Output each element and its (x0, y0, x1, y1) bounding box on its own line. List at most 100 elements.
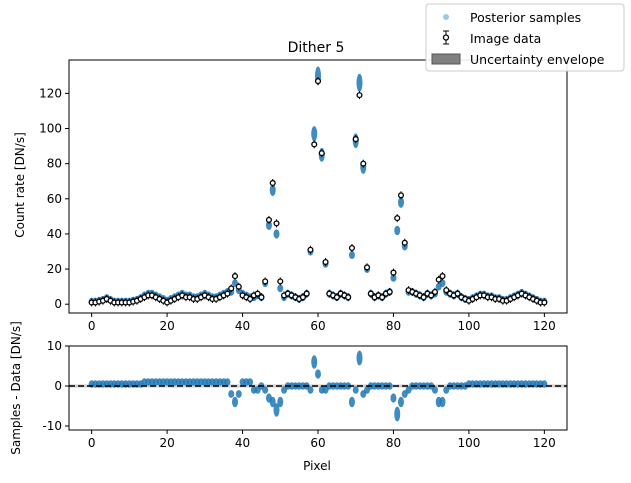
bottom-xtick-label: 0 (88, 436, 96, 450)
residual-sample-point (315, 369, 321, 379)
image-data-point (167, 296, 174, 305)
top-ylabel: Count rate [DN/s] (13, 132, 27, 238)
residual-sample-point (232, 396, 238, 408)
legend-posterior-label: Posterior samples (470, 10, 581, 25)
legend-image-data-label: Image data (470, 31, 541, 46)
residual-sample-point (348, 396, 355, 408)
legend-envelope-patch (431, 53, 461, 65)
image-data-point (258, 293, 265, 302)
image-data-point (454, 289, 461, 298)
top-ytick-label: 60 (47, 192, 62, 206)
bottom-ylabel: Samples - Data [DN/s] (9, 321, 23, 455)
posterior-sample-point (398, 196, 404, 208)
image-data-point (397, 191, 405, 200)
image-data-point (254, 289, 261, 298)
residual-sample-point (431, 386, 438, 394)
image-data-point (262, 277, 269, 286)
top-title: Dither 5 (288, 40, 345, 56)
image-data-point (360, 159, 367, 168)
bottom-xlabel: Pixel (303, 459, 331, 473)
bottom-xtick-label: 100 (457, 436, 480, 450)
image-data-point (348, 243, 356, 252)
image-data-point (265, 215, 273, 224)
image-data-point (235, 282, 242, 291)
top-xtick-label: 40 (235, 319, 250, 333)
image-data-point (352, 135, 359, 144)
image-data-point (224, 289, 231, 298)
top-xtick-label: 80 (386, 319, 401, 333)
posterior-sample-point (390, 273, 397, 282)
image-data-point (311, 140, 318, 149)
bottom-ytick-label: 0 (54, 379, 62, 393)
top-ytick-label: 20 (47, 262, 62, 276)
top-axes-frame (68, 59, 568, 314)
bottom-ytick-label: 10 (47, 339, 62, 353)
image-data-point (322, 258, 329, 267)
image-data-point (345, 293, 352, 302)
residual-sample-point (247, 378, 254, 386)
residual-sample-point (390, 393, 397, 403)
residual-sample-point (235, 390, 242, 398)
residual-sample-point (277, 396, 284, 408)
top-ytick-label: 0 (54, 297, 62, 311)
image-data-point (386, 287, 393, 296)
image-data-point (439, 272, 446, 281)
top-marks (88, 66, 548, 307)
image-data-point (277, 277, 284, 286)
image-data-point (420, 293, 427, 302)
posterior-sample-point (269, 184, 276, 196)
bottom-xtick-label: 80 (386, 436, 401, 450)
image-data-point (379, 293, 386, 302)
image-data-point (356, 91, 363, 100)
residual-sample-point (356, 350, 363, 366)
image-data-point (428, 291, 435, 300)
image-data-point (299, 293, 306, 302)
posterior-sample-point (273, 229, 280, 239)
legend-image-data-marker (442, 30, 450, 45)
residual-sample-point (269, 396, 276, 408)
top-ytick-label: 100 (39, 122, 62, 136)
residual-sample-point (228, 390, 235, 398)
residual-sample-point (394, 406, 401, 422)
image-data-point (431, 287, 439, 296)
image-data-point (269, 178, 276, 187)
bottom-axes-frame (68, 345, 568, 431)
image-data-point (318, 149, 325, 158)
legend-envelope-label: Uncertainty envelope (470, 52, 605, 67)
top-ytick-label: 40 (47, 227, 62, 241)
top-xtick-label: 100 (457, 319, 480, 333)
image-data-point (247, 294, 254, 303)
image-data-point (367, 289, 374, 298)
residual-sample-point (307, 386, 314, 394)
image-data-point (307, 245, 314, 254)
bottom-panel: Samples - Data [DN/s] Pixel 0 20 40 60 80 100… (9, 321, 568, 473)
image-data-point (401, 238, 408, 247)
top-xtick-label: 60 (310, 319, 325, 333)
image-data-point (435, 275, 442, 284)
top-xtick-label: 20 (159, 319, 174, 333)
residual-sample-point (398, 396, 404, 408)
posterior-sample-point (277, 284, 284, 293)
image-data-point (314, 77, 322, 86)
posterior-sample-point (394, 225, 401, 236)
posterior-sample-point (265, 220, 272, 231)
posterior-sample-point (348, 251, 355, 259)
image-data-point (303, 289, 310, 298)
image-data-point (394, 214, 401, 223)
posterior-sample-point (356, 73, 363, 92)
legend-posterior-marker (443, 14, 449, 20)
image-data-point (273, 219, 280, 228)
bottom-xtick-label: 120 (533, 436, 556, 450)
image-data-point (231, 272, 239, 281)
image-data-point (541, 298, 548, 307)
top-ticks: 0 20 40 60 80 100 120 0 20 40 60 80 100 120 (39, 86, 556, 333)
residual-sample-point (352, 386, 359, 394)
posterior-sample-point (311, 126, 318, 142)
top-xtick-label: 120 (533, 319, 556, 333)
image-data-point (228, 284, 235, 293)
image-data-point (333, 293, 340, 302)
top-xtick-label: 0 (88, 319, 96, 333)
bottom-xtick-label: 20 (159, 436, 174, 450)
bottom-ytick-label: -10 (42, 419, 62, 433)
top-ytick-label: 80 (47, 157, 62, 171)
